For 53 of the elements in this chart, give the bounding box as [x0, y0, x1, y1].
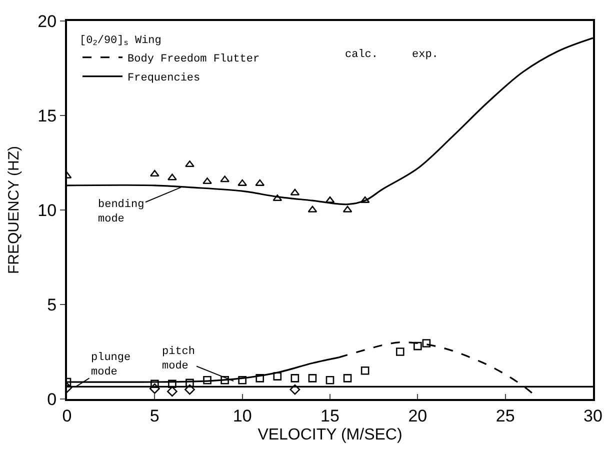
annotation: bending mode	[98, 199, 144, 226]
legend-title: [0$_{2}$/90]$_{s}$ Wing	[80, 34, 162, 48]
annotation: calc.	[345, 49, 378, 61]
point	[290, 188, 300, 196]
y-tick-label: 20	[38, 12, 57, 31]
point	[150, 170, 160, 176]
point	[342, 206, 352, 212]
annotation: exp.	[412, 49, 438, 61]
point	[202, 178, 212, 184]
point	[256, 374, 264, 382]
point	[360, 196, 370, 203]
point	[150, 380, 159, 388]
point	[149, 383, 160, 394]
point	[343, 374, 352, 382]
y-axis-title: FREQUENCY (HZ)	[5, 146, 22, 274]
point	[308, 374, 317, 382]
x-tick-label: 10	[232, 406, 252, 426]
legend-label: Body Freedom Flutter	[128, 54, 260, 66]
point	[220, 176, 230, 182]
x-tick-label: 20	[408, 406, 428, 426]
point	[273, 372, 282, 380]
x-tick-label: 25	[496, 406, 515, 426]
point	[290, 374, 300, 382]
point	[308, 206, 318, 212]
point	[168, 174, 177, 180]
y-tick-label: 0	[47, 390, 57, 409]
point	[203, 376, 212, 384]
x-tick-label: 0	[62, 406, 72, 426]
y-tick-label: 15	[38, 106, 57, 126]
point	[414, 342, 422, 350]
x-axis-title: VELOCITY (M/SEC)	[258, 426, 402, 444]
y-tick-label: 5	[47, 295, 57, 314]
point	[184, 384, 195, 395]
point	[396, 348, 404, 356]
x-tick-label: 5	[150, 406, 160, 426]
point	[238, 376, 246, 384]
annotation: plunge mode	[91, 352, 131, 378]
point	[238, 179, 248, 186]
point	[272, 194, 282, 202]
y-tick-label: 10	[38, 200, 57, 220]
point	[255, 179, 265, 186]
point	[220, 376, 229, 384]
x-tick-label: 15	[320, 406, 340, 426]
point	[360, 366, 370, 375]
point	[168, 380, 176, 388]
x-tick-label: 30	[584, 406, 602, 426]
point	[325, 196, 335, 203]
point	[326, 376, 334, 384]
point	[290, 384, 300, 395]
point	[185, 160, 194, 168]
legend-label: Frequencies	[128, 72, 200, 85]
point	[422, 339, 431, 348]
annotation: pitch mode	[162, 346, 196, 372]
